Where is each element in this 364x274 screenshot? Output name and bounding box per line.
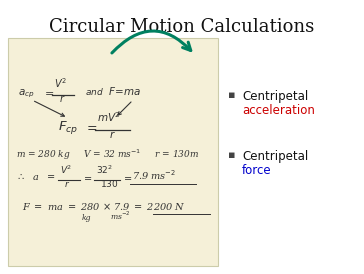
Text: acceleration: acceleration [242,104,315,117]
Text: ms$^{-2}$: ms$^{-2}$ [110,210,131,222]
Text: force: force [242,164,272,177]
Text: $F_{cp}$: $F_{cp}$ [58,119,78,136]
Text: $=$: $=$ [84,120,98,133]
Text: $V^2$: $V^2$ [54,76,67,90]
Text: $a_{cp}$: $a_{cp}$ [18,87,35,100]
Text: $\therefore$  a  $=$: $\therefore$ a $=$ [16,172,55,182]
Text: m = 280 kg     V = 32 ms$^{-1}$     r = 130m: m = 280 kg V = 32 ms$^{-1}$ r = 130m [16,148,199,162]
Text: $V^2$: $V^2$ [60,164,72,176]
Text: $32^2$: $32^2$ [96,164,113,176]
Text: $=$: $=$ [82,173,93,182]
Text: Centripetal: Centripetal [242,90,308,103]
Text: $F\!=\!ma$: $F\!=\!ma$ [108,85,141,97]
Text: $130$: $130$ [100,178,119,189]
Bar [8,38,218,266]
Text: $r$: $r$ [59,93,66,104]
Text: ▪: ▪ [228,90,236,100]
Text: $and$: $and$ [85,86,104,97]
Text: $=$: $=$ [122,173,133,182]
Text: $=$: $=$ [42,87,54,97]
Text: $r$: $r$ [64,179,70,189]
Text: $mV^2$: $mV^2$ [97,110,121,124]
Text: ▪: ▪ [228,150,236,160]
Text: F $=$ ma $=$ 280 $\times$ 7.9 $=$ 2200 N: F $=$ ma $=$ 280 $\times$ 7.9 $=$ 2200 N [22,201,186,212]
Text: Circular Motion Calculations: Circular Motion Calculations [50,18,314,36]
Text: 7.9 ms$^{-2}$: 7.9 ms$^{-2}$ [132,168,176,182]
Text: Centripetal: Centripetal [242,150,308,163]
Text: $r$: $r$ [109,129,116,140]
Text: kg: kg [82,214,91,222]
